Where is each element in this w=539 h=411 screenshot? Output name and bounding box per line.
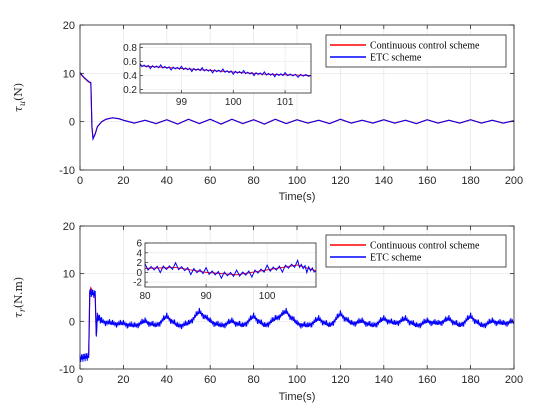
inset-box [144, 242, 317, 288]
inset-x-tick-label: 100 [225, 97, 242, 108]
x-tick-label: 40 [161, 175, 173, 187]
x-axis-label: Time(s) [279, 391, 316, 403]
x-tick-label: 0 [77, 374, 83, 386]
y-tick-label: 20 [63, 20, 75, 32]
inset-y-tick-label: 4 [136, 248, 142, 259]
y-tick-label: 0 [69, 117, 75, 129]
inset-series-line [144, 264, 317, 276]
inset-x-tick-label: 90 [201, 291, 213, 302]
legend-box [325, 34, 507, 68]
inset-x-tick-label: 80 [139, 291, 151, 302]
series-line-etc [79, 72, 515, 142]
inset-area [140, 44, 311, 93]
x-tick-label: 100 [288, 175, 306, 187]
inset-y-tick-label: 0.8 [123, 43, 137, 54]
x-tick-label: 200 [505, 374, 523, 386]
x-tick-label: 180 [461, 374, 479, 386]
legend-entry: Continuous control scheme [370, 41, 480, 52]
x-tick-label: 200 [505, 175, 523, 187]
x-tick-label: 120 [331, 175, 349, 187]
legend-entry: ETC scheme [370, 53, 422, 64]
inset-y-tick-label: 0.6 [123, 57, 137, 68]
inset-box [139, 43, 312, 94]
y-axis-label: τr(N.m) [12, 277, 27, 318]
x-tick-label: 100 [288, 374, 306, 386]
inset-series-line [144, 258, 317, 280]
inset-y-tick-label: 2 [136, 258, 142, 269]
x-tick-label: 80 [247, 374, 259, 386]
x-tick-label: 0 [77, 175, 83, 187]
y-tick-label: -10 [59, 364, 75, 376]
inset-x-tick-label: 101 [277, 97, 294, 108]
inset-series-line [139, 63, 312, 79]
inset-plot: 99 100 101 0.2 0.4 0.6 0.8 [123, 43, 312, 108]
legend-entry: ETC scheme [370, 253, 422, 264]
inset-x-tick-label: 100 [259, 291, 276, 302]
x-tick-label: 180 [461, 175, 479, 187]
inset-y-tick-label: 0.2 [123, 85, 137, 96]
series-line-etc [79, 288, 515, 363]
y-tick-label: -10 [59, 165, 75, 177]
x-tick-label: 20 [117, 374, 129, 386]
x-axis-label: Time(s) [279, 191, 316, 203]
inset-y-tick-label: 0 [136, 268, 142, 279]
x-tick-label: 120 [331, 374, 349, 386]
panel-tau-r: 0 20 40 60 80 100 120 140 160 180 200-1001020Time(… [12, 221, 523, 403]
y-tick-label: 0 [69, 316, 75, 328]
inset-y-tick-label: -2 [133, 278, 142, 289]
x-tick-label: 140 [375, 175, 393, 187]
y-tick-label: 20 [63, 221, 75, 233]
panel-tau-u: 0 20 40 60 80 100 120 140 160 180 200-1001020Time(… [12, 20, 523, 203]
x-tick-label: 160 [418, 175, 436, 187]
x-tick-label: 80 [247, 175, 259, 187]
y-tick-label: 10 [63, 269, 75, 281]
x-tick-label: 140 [375, 374, 393, 386]
x-tick-label: 160 [418, 374, 436, 386]
inset-y-tick-label: 6 [136, 239, 142, 250]
legend-box [325, 234, 507, 268]
inset-x-tick-label: 99 [176, 97, 188, 108]
y-axis-label: τu(N) [12, 83, 27, 112]
inset-y-tick-label: 0.4 [123, 71, 137, 82]
x-tick-label: 20 [117, 175, 129, 187]
inset-area [145, 243, 316, 287]
x-tick-label: 60 [204, 175, 216, 187]
legend-entry: Continuous control scheme [370, 241, 480, 252]
y-tick-label: 10 [63, 68, 75, 80]
x-tick-label: 40 [161, 374, 173, 386]
x-tick-label: 60 [204, 374, 216, 386]
